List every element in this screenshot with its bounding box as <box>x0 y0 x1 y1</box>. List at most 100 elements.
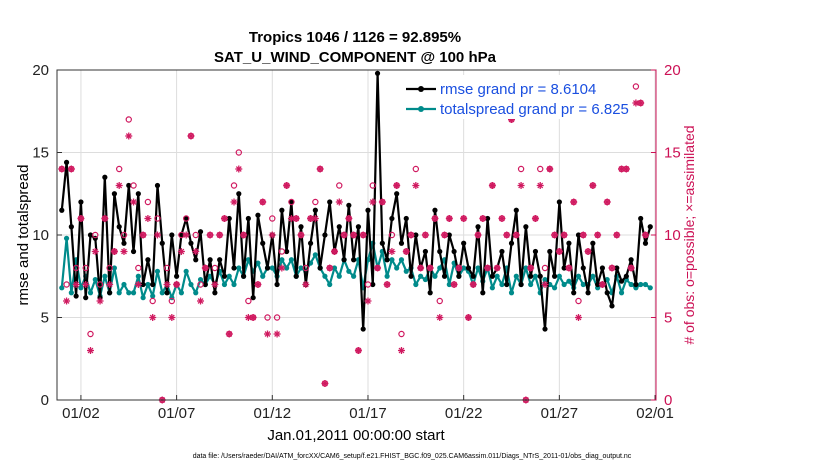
rmse-point <box>547 248 553 255</box>
x-axis-label: Jan.01,2011 00:00:00 start <box>267 427 445 444</box>
totalspread-point <box>126 290 132 296</box>
totalspread-point <box>642 281 649 288</box>
obs-possible-marker <box>182 215 190 222</box>
rmse-point <box>542 326 548 332</box>
data-file-footnote: data file: /Users/raeder/DAI/ATM_forcXX/… <box>193 453 632 460</box>
totalspread-point <box>489 285 495 291</box>
obs-assimilated-marker <box>259 198 267 206</box>
obs-assimilated-marker <box>464 314 472 321</box>
rmse-point <box>446 232 452 238</box>
obs-assimilated-marker <box>622 165 630 173</box>
obs-possible-marker <box>82 264 89 272</box>
obs-assimilated-marker <box>340 231 348 239</box>
obs-assimilated-marker <box>187 132 195 140</box>
obs-assimilated-marker <box>484 264 492 272</box>
totalspread-point <box>92 276 98 283</box>
obs-assimilated-marker <box>125 132 133 140</box>
obs-possible-marker <box>144 198 152 206</box>
totalspread-point <box>446 281 452 288</box>
obs-assimilated-marker <box>110 248 118 255</box>
obs-assimilated-marker <box>311 215 319 222</box>
obs-assimilated-marker <box>359 231 367 239</box>
obs-possible-marker <box>230 182 238 189</box>
totalspread-point <box>231 281 237 288</box>
y-right-tick-label: 10 <box>664 227 681 244</box>
rmse-point <box>221 273 228 279</box>
rmse-point <box>135 191 141 197</box>
obs-assimilated-marker <box>455 264 463 272</box>
rmse-point <box>551 273 558 279</box>
rmse-point <box>274 281 280 288</box>
obs-assimilated-marker <box>503 231 511 239</box>
totalspread-point <box>236 265 242 271</box>
rmse-point <box>255 212 261 218</box>
y-tick-label: 20 <box>32 62 49 79</box>
obs-possible-marker <box>168 297 176 305</box>
obs-possible-marker <box>115 165 123 173</box>
obs-assimilated-marker <box>421 231 429 239</box>
obs-possible-marker <box>364 281 372 288</box>
obs-possible-marker <box>245 297 252 305</box>
totalspread-point <box>183 268 189 274</box>
obs-assimilated-marker <box>608 264 616 272</box>
rmse-point <box>284 248 290 255</box>
totalspread-point <box>532 273 539 279</box>
obs-assimilated-marker <box>431 215 439 222</box>
obs-assimilated-marker <box>613 231 621 239</box>
obs-possible-marker <box>269 215 276 222</box>
totalspread-point <box>475 265 481 271</box>
rmse-point <box>130 248 137 255</box>
obs-assimilated-marker <box>182 231 190 239</box>
totalspread-point <box>116 290 122 296</box>
obs-possible-marker <box>388 231 396 239</box>
rmse-point <box>197 229 204 235</box>
rmse-point <box>470 273 476 279</box>
totalspread-point <box>154 268 161 274</box>
totalspread-point <box>418 273 424 279</box>
obs-assimilated-marker <box>163 281 171 288</box>
rmse-point <box>121 240 127 246</box>
totalspread-point <box>647 285 653 291</box>
rmse-point <box>532 248 539 255</box>
obs-assimilated-marker <box>527 264 535 272</box>
rmse-point <box>484 215 491 222</box>
totalspread-point <box>384 273 390 279</box>
rmse-point <box>111 191 118 197</box>
obs-assimilated-marker <box>536 182 544 189</box>
obs-assimilated-marker <box>565 264 573 272</box>
obs-assimilated-marker <box>67 165 75 173</box>
obs-assimilated-marker <box>254 281 262 288</box>
rmse-point <box>250 295 256 301</box>
obs-assimilated-marker <box>206 231 214 239</box>
obs-assimilated-marker <box>555 248 563 255</box>
obs-assimilated-marker <box>235 165 243 173</box>
totalspread-point <box>145 281 151 288</box>
obs-assimilated-marker <box>72 281 80 288</box>
y-right-tick-label: 20 <box>664 62 681 79</box>
rmse-point <box>154 182 161 189</box>
obs-possible-marker <box>312 198 319 206</box>
obs-assimilated-marker <box>292 215 300 222</box>
obs-possible-marker <box>130 182 137 189</box>
obs-assimilated-marker <box>441 231 449 239</box>
totalspread-point <box>575 273 582 279</box>
rmse-point <box>571 290 577 296</box>
x-tick-label: 01/07 <box>158 405 196 422</box>
rmse-point <box>365 207 371 213</box>
rmse-point <box>183 215 189 222</box>
obs-assimilated-marker <box>488 182 496 189</box>
rmse-point <box>102 174 108 180</box>
obs-assimilated-marker <box>412 182 420 189</box>
obs-assimilated-marker <box>91 248 99 255</box>
rmse-point <box>642 240 649 246</box>
obs-possible-marker <box>135 264 142 272</box>
rmse-point <box>63 159 70 165</box>
totalspread-point <box>628 281 634 288</box>
rmse-point <box>647 224 653 230</box>
rmse-point <box>408 273 414 279</box>
obs-assimilated-marker <box>335 198 343 206</box>
rmse-point <box>441 273 448 279</box>
rmse-point <box>398 240 405 246</box>
rmse-point <box>537 273 543 279</box>
rmse-point <box>178 232 184 238</box>
